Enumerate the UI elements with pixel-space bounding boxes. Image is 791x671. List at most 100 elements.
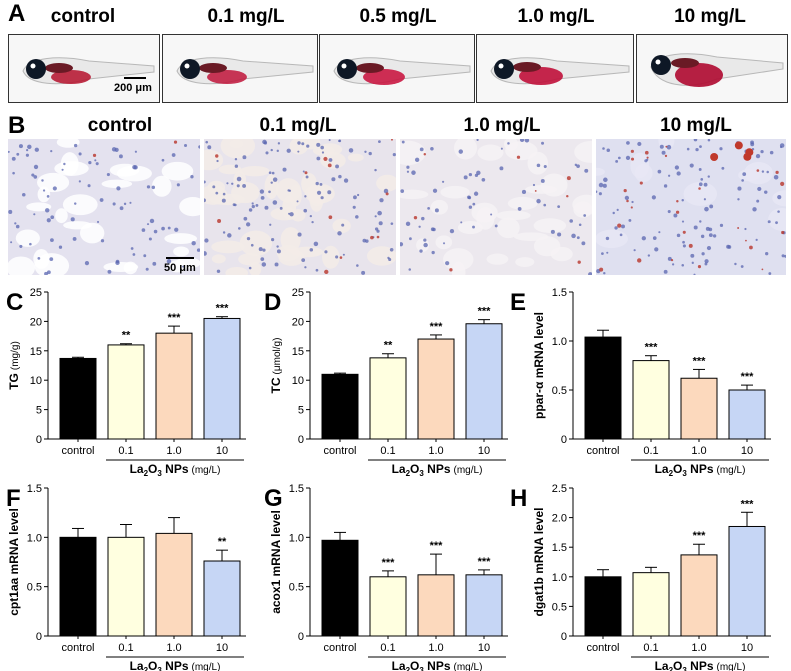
lipid-droplet <box>698 187 701 190</box>
nucleus <box>111 147 117 152</box>
significance-mark: ** <box>122 330 131 342</box>
y-axis-label-name: acox1 mRNA level <box>269 510 283 614</box>
nucleus <box>222 192 226 196</box>
nucleus <box>236 176 242 182</box>
nucleus <box>248 266 252 270</box>
panel-letter-h: H <box>510 485 527 512</box>
nucleus <box>777 210 780 213</box>
tissue-label-10: 10 mg/L <box>660 115 732 136</box>
nucleus <box>569 219 573 223</box>
nucleus <box>270 181 273 184</box>
x-tick-label: 0.1 <box>118 642 133 654</box>
nucleus <box>288 212 291 215</box>
significance-mark: *** <box>741 371 755 383</box>
x-tick-label: 1.0 <box>691 642 706 654</box>
nucleus <box>342 253 345 256</box>
significance-mark: *** <box>382 557 396 569</box>
nucleus <box>500 147 503 150</box>
nucleus <box>116 186 121 191</box>
zebrafish-larva-illustration <box>333 57 471 85</box>
nucleus <box>667 256 672 261</box>
x-tick-label: 1.0 <box>166 445 181 457</box>
nucleus <box>378 221 383 226</box>
nucleus <box>272 177 278 182</box>
group-label-part: La <box>655 659 669 671</box>
nucleus <box>434 208 439 213</box>
nucleus <box>765 252 769 256</box>
group-label: La2O3 NPs (mg/L) <box>655 659 746 671</box>
nucleus <box>78 180 81 183</box>
nucleus <box>721 166 725 170</box>
nucleus <box>246 236 251 241</box>
y-tick-label: 25 <box>292 287 304 299</box>
y-tick-label: 5 <box>36 405 42 417</box>
vacuole <box>416 238 430 252</box>
nucleus <box>704 206 709 212</box>
nucleus <box>231 182 234 185</box>
nucleus <box>222 231 226 234</box>
tissue-section-illustration <box>596 139 786 275</box>
nucleus <box>204 251 207 256</box>
lipid-droplet <box>644 150 649 155</box>
nucleus <box>226 182 229 185</box>
nucleus <box>681 220 685 223</box>
significance-mark: *** <box>430 321 444 333</box>
nucleus <box>348 148 354 153</box>
nucleus <box>691 261 694 264</box>
nucleus <box>427 206 430 210</box>
x-tick-label: control <box>61 642 94 654</box>
nucleus <box>704 259 709 264</box>
nucleus <box>271 171 275 175</box>
nucleus <box>50 150 53 153</box>
vacuole <box>471 202 498 223</box>
fish-scale-bar-label: 200 μm <box>114 82 152 94</box>
nucleus <box>576 164 580 169</box>
lipid-droplet <box>617 223 622 228</box>
zebrafish-larva-illustration <box>176 57 314 85</box>
y-tick-label: 1.0 <box>552 336 567 348</box>
nucleus <box>419 147 424 152</box>
vacuole <box>179 196 200 217</box>
vacuole <box>400 189 429 200</box>
lipid-droplet <box>92 153 97 157</box>
vacuole <box>768 208 786 231</box>
nucleus <box>123 202 127 206</box>
nucleus <box>152 261 157 266</box>
nucleus <box>29 242 32 246</box>
significance-mark: *** <box>693 355 707 367</box>
group-label-part: O <box>148 462 157 476</box>
y-tick-label: 0 <box>561 434 567 446</box>
nucleus <box>44 208 50 213</box>
vacuole <box>550 246 573 262</box>
group-label-part: La <box>392 659 406 671</box>
nucleus <box>198 145 200 149</box>
nucleus <box>234 157 238 161</box>
y-tick-label: 2.0 <box>552 513 567 525</box>
nucleus <box>657 169 662 174</box>
x-tick-label: 10 <box>216 642 228 654</box>
nucleus <box>550 229 555 234</box>
nucleus <box>654 247 659 252</box>
nucleus <box>19 244 23 248</box>
nucleus <box>773 174 779 180</box>
nucleus <box>707 139 711 142</box>
vacuole <box>229 139 244 149</box>
y-axis-label-unit: (mg/g) <box>10 341 21 370</box>
nucleus <box>337 231 342 236</box>
nucleus <box>637 141 642 147</box>
nucleus <box>327 190 332 195</box>
nucleus <box>368 151 372 156</box>
nucleus <box>14 222 17 225</box>
y-tick-label: 0.5 <box>27 582 42 594</box>
x-tick-label: control <box>586 642 619 654</box>
vacuole <box>280 227 301 252</box>
group-label-subscript: 2 <box>669 469 674 478</box>
nucleus <box>780 146 783 149</box>
nucleus <box>377 210 382 216</box>
nucleus <box>750 142 755 147</box>
nucleus <box>166 259 172 264</box>
nucleus <box>70 217 75 222</box>
nucleus <box>449 228 455 234</box>
nucleus <box>588 272 592 275</box>
nucleus <box>270 148 273 152</box>
